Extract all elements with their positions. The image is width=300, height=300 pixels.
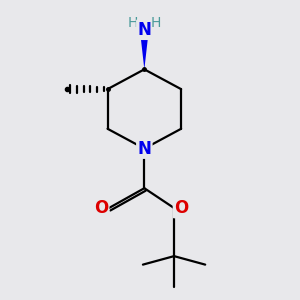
Text: N: N	[137, 21, 151, 39]
Text: H: H	[128, 16, 138, 31]
Text: H: H	[151, 16, 161, 31]
Text: O: O	[174, 199, 188, 217]
Polygon shape	[141, 37, 148, 69]
Text: N: N	[137, 140, 151, 158]
Text: O: O	[94, 199, 108, 217]
